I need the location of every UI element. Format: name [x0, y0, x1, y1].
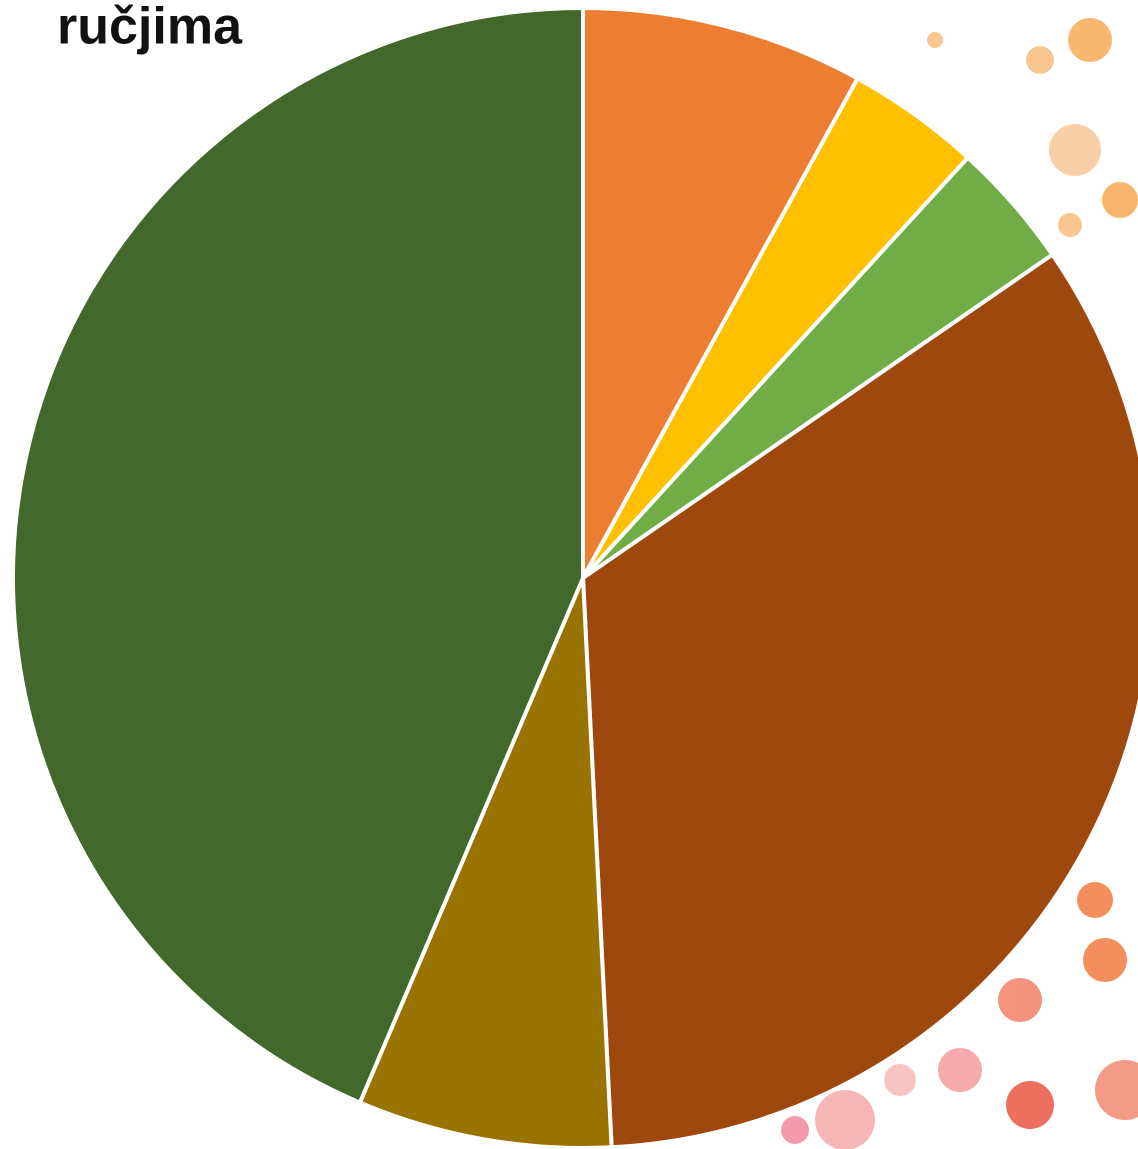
- chart-title: ručjima: [57, 0, 243, 56]
- decoration-dot: [1095, 1060, 1138, 1120]
- pie-slice: [581, 252, 1138, 1149]
- pie-slice: [11, 6, 585, 1105]
- pie-slice: [581, 6, 860, 580]
- decoration-dot: [1077, 882, 1113, 918]
- decoration-dot: [1049, 124, 1101, 176]
- decoration-dot: [1058, 213, 1082, 237]
- background-decoration: [781, 18, 1138, 1149]
- pie: [11, 6, 1138, 1149]
- pie-slice: [357, 576, 614, 1149]
- decoration-dot: [884, 1064, 916, 1096]
- decoration-dot: [1006, 1081, 1054, 1129]
- decoration-dot: [815, 1090, 875, 1149]
- decoration-dot: [1102, 182, 1138, 218]
- decoration-dot: [938, 1048, 982, 1092]
- decoration-dot: [927, 32, 943, 48]
- decoration-dot: [1068, 18, 1112, 62]
- decoration-dot: [1026, 46, 1054, 74]
- decoration-dot: [1083, 938, 1127, 982]
- decoration-dot: [781, 1116, 809, 1144]
- decoration-dot: [998, 978, 1042, 1022]
